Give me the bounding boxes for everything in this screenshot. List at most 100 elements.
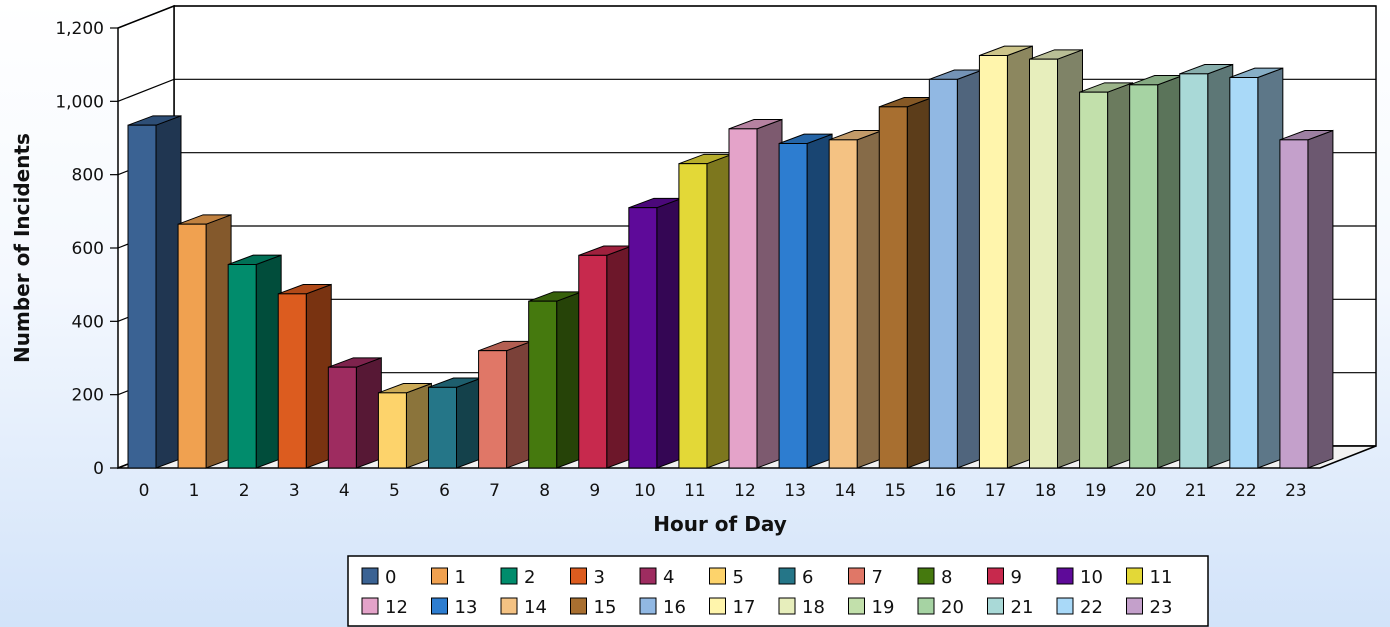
legend-swatch	[570, 597, 587, 615]
bar-side	[856, 129, 883, 469]
legend-item: 7	[848, 567, 883, 588]
bar-front	[728, 128, 758, 469]
legend-item: 16	[639, 597, 686, 618]
bar	[728, 118, 783, 469]
x-tick-label: 21	[1185, 481, 1207, 501]
bar	[478, 340, 533, 469]
x-axis-title: Hour of Day	[653, 512, 786, 536]
bar-front	[928, 78, 958, 469]
bar-side	[255, 254, 282, 469]
legend-swatch	[500, 567, 518, 585]
bar-front	[828, 139, 858, 469]
bar-front	[628, 207, 658, 469]
legend-label: 15	[594, 597, 617, 618]
legend-item: 10	[1056, 567, 1103, 588]
bar	[778, 133, 833, 469]
bar-front	[177, 223, 207, 469]
bar-side	[1307, 129, 1334, 469]
x-tick-label: 15	[884, 481, 906, 501]
legend-swatch	[917, 597, 935, 615]
x-tick-label: 18	[1035, 481, 1057, 501]
bar	[978, 45, 1033, 469]
x-tick-label: 5	[389, 481, 400, 501]
y-tick-label: 1,000	[55, 92, 104, 112]
legend-swatch	[361, 597, 379, 615]
bar-side	[1057, 49, 1083, 469]
bar-side	[205, 214, 232, 469]
legend-label: 13	[455, 597, 478, 618]
legend-swatch	[431, 567, 448, 585]
legend-label: 5	[733, 567, 744, 588]
bar-side	[506, 340, 533, 469]
bar	[1129, 74, 1184, 469]
legend-item: 0	[361, 567, 396, 588]
x-tick-label: 0	[139, 481, 150, 501]
x-tick-label: 11	[684, 481, 706, 501]
bar-front	[1079, 91, 1109, 469]
legend-label: 10	[1080, 567, 1103, 588]
bar	[628, 197, 683, 469]
bar	[127, 115, 182, 469]
bar-front	[778, 143, 808, 469]
legend-label: 4	[663, 567, 674, 588]
legend-item: 17	[709, 597, 756, 618]
x-tick-label: 7	[489, 481, 500, 501]
legend-label: 0	[385, 567, 396, 588]
legend-swatch	[500, 597, 518, 615]
legend-label: 2	[524, 567, 535, 588]
legend-item: 20	[917, 597, 964, 618]
bar	[928, 69, 983, 469]
legend-swatch	[1126, 597, 1143, 615]
bars	[127, 45, 1334, 469]
legend-swatch	[709, 597, 726, 615]
x-tick-label: 14	[834, 481, 856, 501]
bar-side	[1107, 82, 1134, 469]
legend-label: 3	[594, 567, 605, 588]
legend-swatch	[848, 567, 865, 585]
legend-label: 8	[941, 567, 952, 588]
bar	[377, 382, 432, 469]
legend-swatch	[778, 567, 796, 585]
x-tick-label: 12	[734, 481, 756, 501]
legend-swatch	[987, 597, 1004, 615]
x-tick-label: 2	[239, 481, 250, 501]
bar-front	[327, 366, 357, 469]
bar	[678, 153, 733, 469]
bar-side	[155, 115, 182, 469]
bar	[428, 377, 482, 469]
y-tick-label: 800	[72, 166, 104, 186]
bar-side	[1006, 45, 1033, 469]
bar-side	[355, 357, 382, 469]
legend-label: 1	[455, 567, 466, 588]
bar-front	[878, 106, 908, 469]
y-tick-label: 600	[72, 239, 104, 259]
bar-front	[528, 300, 558, 469]
bar-front	[127, 124, 157, 469]
legend-label: 11	[1150, 567, 1173, 588]
legend-swatch	[639, 597, 657, 615]
legend-label: 16	[663, 597, 686, 618]
bar-side	[706, 153, 733, 469]
bar-front	[1229, 77, 1259, 469]
bar-side	[1257, 67, 1284, 469]
x-tick-label: 13	[784, 481, 806, 501]
bar-side	[1157, 74, 1184, 469]
bar	[528, 291, 583, 469]
y-axis-title: Number of Incidents	[10, 133, 34, 363]
bar-front	[578, 254, 608, 469]
legend-label: 17	[733, 597, 756, 618]
bar	[327, 357, 382, 469]
bar-side	[456, 377, 482, 469]
y-tick-label: 200	[72, 386, 104, 406]
legend-label: 18	[802, 597, 825, 618]
legend-item: 14	[500, 597, 547, 618]
x-tick-label: 17	[985, 481, 1007, 501]
legend-swatch	[570, 567, 587, 585]
bar-side	[906, 96, 933, 469]
legend-swatch	[987, 567, 1004, 585]
x-tick-label: 23	[1285, 481, 1307, 501]
bar-side	[405, 382, 432, 469]
legend-item: 4	[639, 567, 674, 588]
bar-front	[277, 293, 307, 469]
